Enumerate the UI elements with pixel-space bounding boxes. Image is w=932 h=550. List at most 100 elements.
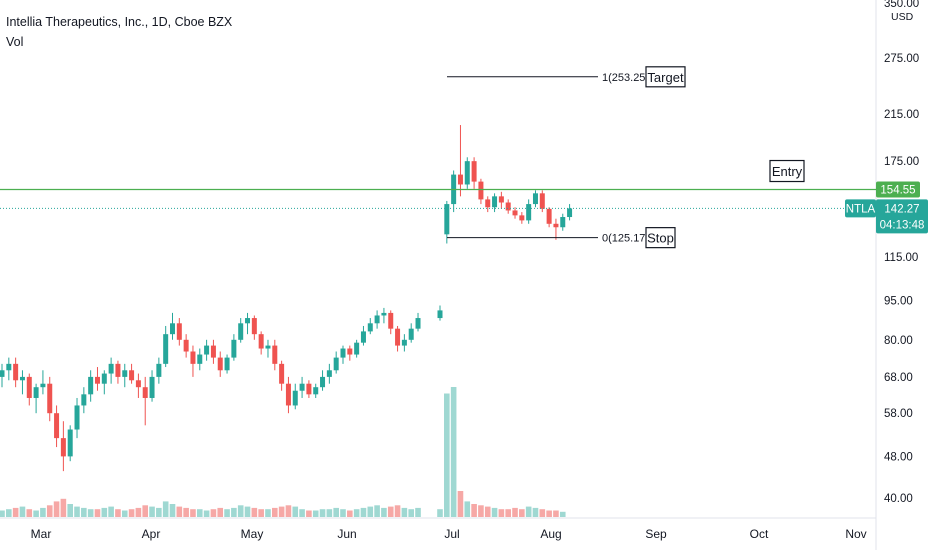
candle-body xyxy=(251,318,257,335)
candle-body xyxy=(88,376,94,395)
candle-body xyxy=(224,357,230,371)
candle-body xyxy=(326,370,332,377)
volume-bar xyxy=(196,509,203,517)
candle-body xyxy=(115,363,121,377)
time-tick-label: Sep xyxy=(645,527,667,541)
volume-bar xyxy=(559,511,566,517)
candle-body xyxy=(539,193,545,209)
candle-body xyxy=(6,363,12,371)
volume-bar xyxy=(115,509,121,517)
candle-body xyxy=(320,376,326,388)
candle-body xyxy=(546,208,552,224)
time-tick-label: Aug xyxy=(540,527,561,541)
volume-bar xyxy=(46,505,53,517)
volume-bar xyxy=(444,393,450,517)
volume-bar xyxy=(394,505,401,517)
candle-body xyxy=(129,370,135,381)
price-tick-label: 275.00 xyxy=(884,53,919,65)
volume-bar xyxy=(33,510,39,517)
volume-bar xyxy=(450,387,457,517)
volume-bar xyxy=(285,505,292,517)
currency-label: USD xyxy=(891,11,914,23)
bar-countdown: 04:13:48 xyxy=(880,219,925,231)
candle-body xyxy=(292,390,298,406)
candle-body xyxy=(464,161,470,185)
volume-bar xyxy=(258,509,264,517)
candle-body xyxy=(210,345,216,358)
symbol-tag: NTLA xyxy=(845,199,876,218)
volume-bar xyxy=(512,507,518,517)
price-tick-label: 350.00 xyxy=(884,0,919,10)
volume-bar xyxy=(149,506,155,517)
price-tick-label: 58.00 xyxy=(884,408,913,420)
stop-level-label: 0(125.17) xyxy=(602,233,649,245)
volume-bar xyxy=(498,509,505,517)
candlestick-series xyxy=(0,125,573,472)
volume-bar xyxy=(381,507,387,517)
price-tick-label: 80.00 xyxy=(884,335,913,347)
candle-body xyxy=(47,383,53,414)
candle-body xyxy=(67,429,73,457)
volume-bar xyxy=(94,509,101,517)
volume-bar xyxy=(135,507,142,517)
volume-bar xyxy=(408,509,414,517)
candle-body xyxy=(26,376,32,398)
price-tick-label: 95.00 xyxy=(884,296,913,308)
volume-bar xyxy=(347,510,353,517)
candle-body xyxy=(279,363,285,384)
candle-body xyxy=(74,405,80,430)
volume-bar xyxy=(484,506,491,517)
candle-body xyxy=(560,217,566,228)
price-tick-label: 48.00 xyxy=(884,451,913,463)
volume-bar xyxy=(532,507,539,517)
volume-bar xyxy=(553,510,559,517)
volume-bar xyxy=(87,509,94,517)
volume-bar xyxy=(176,506,183,517)
candle-body xyxy=(567,208,573,218)
volume-bar xyxy=(319,509,326,517)
candle-body xyxy=(374,315,380,324)
symbol-label: NTLA xyxy=(846,203,876,215)
volume-bar xyxy=(491,507,498,517)
price-tick-label: 40.00 xyxy=(884,493,913,505)
volume-bar xyxy=(6,509,12,517)
target-level[interactable]: 1(253.25) Target xyxy=(447,66,686,88)
candle-body xyxy=(13,363,19,381)
candle-body xyxy=(367,323,373,332)
candle-body xyxy=(492,196,498,208)
volume-bar xyxy=(306,510,312,517)
candle-body xyxy=(415,318,421,329)
volume-bar xyxy=(40,507,46,517)
price-tick-label: 115.00 xyxy=(884,252,918,264)
volume-bar xyxy=(505,509,511,517)
volume-indicator-label: Vol xyxy=(6,35,24,49)
candle-body xyxy=(395,328,401,346)
volume-bar xyxy=(265,509,271,517)
candle-body xyxy=(217,357,223,371)
volume-bar xyxy=(251,507,258,517)
volume-bar xyxy=(0,510,5,517)
candle-body xyxy=(0,370,5,377)
entry-label-box[interactable]: Entry xyxy=(769,159,805,183)
candle-body xyxy=(101,373,107,384)
stop-level[interactable]: 0(125.17) Stop xyxy=(447,227,676,249)
target-level-label: 1(253.25) xyxy=(602,72,649,84)
volume-bar xyxy=(415,507,421,517)
candle-body xyxy=(204,345,210,355)
candle-body xyxy=(485,199,491,208)
candle-body xyxy=(197,354,203,364)
candle-body xyxy=(163,334,169,364)
stop-box-label: Stop xyxy=(647,231,674,246)
candle-body xyxy=(347,348,353,355)
volume-bar xyxy=(353,509,360,517)
volume-bar xyxy=(478,505,484,517)
volume-bar xyxy=(231,507,237,517)
candle-body xyxy=(505,202,511,211)
candle-body xyxy=(272,345,278,364)
candle-body xyxy=(40,383,46,388)
volume-bar xyxy=(121,510,128,517)
volume-bar xyxy=(60,498,67,517)
volume-bar xyxy=(210,509,217,517)
volume-bar xyxy=(101,507,108,517)
